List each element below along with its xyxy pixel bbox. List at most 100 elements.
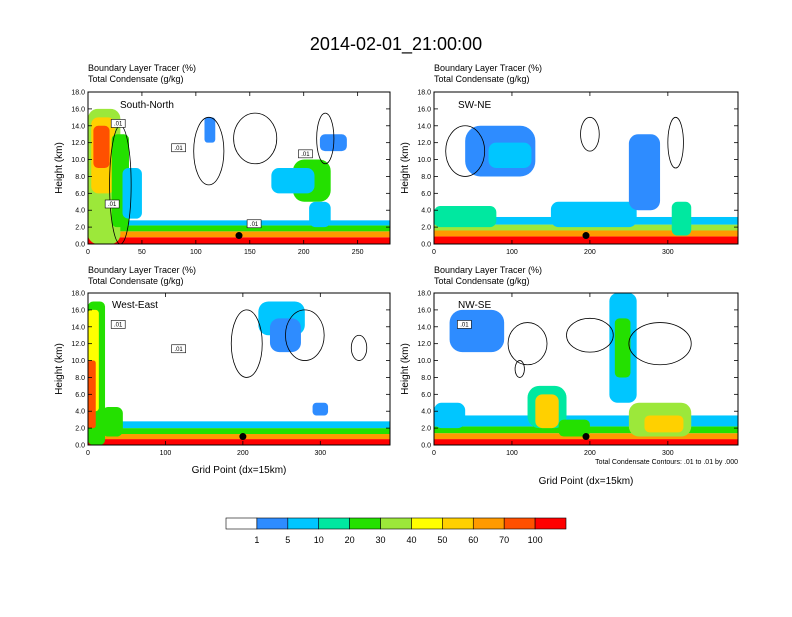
x-tick-label: 200 [584,450,596,457]
panel-south-north: Boundary Layer Tracer (%) Total Condensa… [54,63,391,256]
plot-area: .01 .01 [88,301,390,445]
y-tick-label: 6.0 [421,392,431,399]
contour-label-box [298,149,313,159]
y-tick-label: 8.0 [75,174,85,181]
y-tick-label: 2.0 [75,426,85,433]
tracer-region [101,407,123,437]
y-tick-label: 18.0 [71,291,85,298]
contour-label-box [110,320,126,329]
y-tick-label: 12.0 [417,341,431,348]
tracer-region [88,220,390,226]
colorbar-swatch [380,517,412,530]
x-tick-label: 300 [662,450,674,457]
condensate-contour [628,322,692,366]
y-tick-label: 8.0 [421,375,431,382]
contour-label: .01 [301,152,310,158]
x-tick-label: 50 [138,249,146,256]
colorbar-swatch [472,517,505,530]
colorbar-label: 100 [528,535,543,545]
y-axis-label: Height (km) [54,343,65,395]
y-tick-label: 0.0 [421,443,431,450]
colorbar-swatch [256,517,289,530]
contour-label-box [110,119,126,128]
x-tick-label: 300 [662,249,674,256]
contour-footnote: Total Condensate Contours: .01 to .01 by… [595,459,738,466]
contour-label-box [171,344,186,354]
tracer-region [558,419,590,437]
y-tick-label: 0.0 [421,242,431,249]
contour-label: .01 [460,322,469,328]
y-tick-label: 12.0 [417,140,431,147]
y-tick-label: 4.0 [421,208,431,215]
x-tick-label: 0 [432,249,436,256]
location-marker [582,433,590,441]
cross-section-label: SW-NE [458,100,491,111]
x-axis: 0 100 200 300 [432,293,674,457]
figure-title: 2014-02-01_21:00:00 [310,34,482,55]
colorbar-swatch [534,517,567,530]
tracer-region [312,402,329,416]
colorbar-label: 40 [406,535,416,545]
condensate-contour [316,112,335,165]
y-tick-label: 4.0 [421,409,431,416]
tracer-region [434,224,738,231]
tracer-region [671,201,692,236]
tracer-region [88,237,390,244]
colorbar-swatch [318,517,350,530]
y-tick-label: 16.0 [417,307,431,314]
tracer-region [204,117,216,143]
condensate-contour [667,116,684,169]
panel-nw-se: Boundary Layer Tracer (%) Total Condensa… [400,265,739,487]
condensate-contour [233,112,278,165]
plot-frame [433,292,739,446]
panel-subtitle-tracer: Boundary Layer Tracer (%) [88,265,196,275]
condensate-contour [580,116,600,152]
y-tick-label: 8.0 [75,375,85,382]
panel-subtitle-condensate: Total Condensate (g/kg) [88,74,184,84]
tracer-region [93,125,110,168]
x-tick-label: 0 [432,450,436,457]
tracer-region [88,434,390,440]
plot-area: .01 .01 .01 .01 .01 [88,108,390,245]
tracer-region [644,415,684,433]
y-tick-label: 16.0 [417,106,431,113]
y-tick-label: 6.0 [75,191,85,198]
tracer-region [449,309,505,353]
panel-sw-ne: Boundary Layer Tracer (%) Total Condensa… [400,63,739,256]
y-tick-label: 18.0 [71,90,85,97]
x-tick-label: 100 [160,450,172,457]
tracer-region [434,236,738,244]
tracer-region [88,439,390,445]
colorbar-swatch [503,517,536,530]
y-axis: 0.0 2.0 4.0 6.0 8.0 10.0 12.0 14.0 16.0 18.0 [417,291,738,450]
y-axis: 0.0 2.0 4.0 6.0 8.0 10.0 12.0 14.0 16.0 18.0 [417,90,738,249]
y-tick-label: 2.0 [421,225,431,232]
x-tick-label: 100 [190,249,202,256]
tracer-region [319,134,347,152]
y-tick-label: 18.0 [417,291,431,298]
x-axis: 0 100 200 300 [432,92,674,256]
y-tick-label: 12.0 [71,140,85,147]
contour-label: .01 [108,202,117,208]
colorbar-swatch [349,517,381,530]
panel-subtitle-condensate: Total Condensate (g/kg) [88,276,184,286]
y-tick-label: 0.0 [75,242,85,249]
plot-frame [433,91,739,245]
cross-section-label: West-East [112,300,158,311]
contour-label: .01 [114,121,123,127]
tracer-region [434,439,738,445]
colorbar-label: 5 [285,535,290,545]
x-tick-label: 0 [86,450,90,457]
y-tick-label: 14.0 [71,324,85,331]
tracer-region [535,394,559,429]
y-tick-label: 6.0 [75,392,85,399]
tracer-region [88,225,390,232]
contour-label-box [457,320,472,329]
x-tick-label: 150 [244,249,256,256]
colorbar-label: 60 [468,535,478,545]
x-axis-label: Grid Point (dx=15km) [539,476,634,487]
y-tick-label: 2.0 [421,426,431,433]
y-tick-label: 12.0 [71,341,85,348]
x-tick-label: 250 [352,249,364,256]
cross-section-label: NW-SE [458,300,491,311]
